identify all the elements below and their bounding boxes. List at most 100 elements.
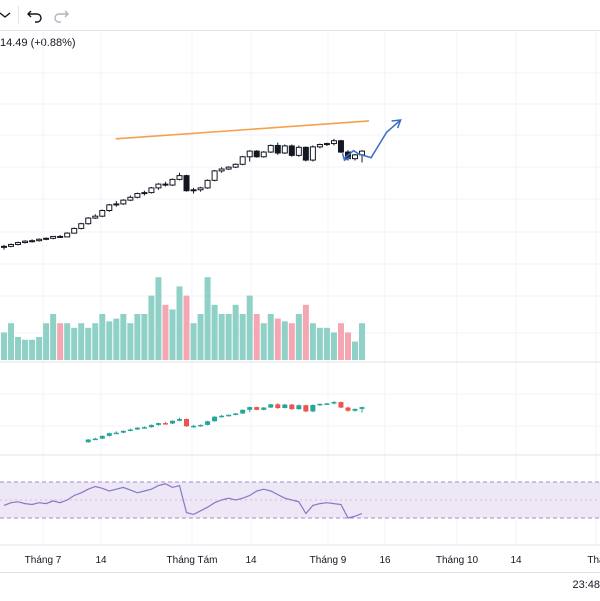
candle-body	[225, 166, 232, 170]
volume-bar	[352, 341, 358, 360]
volume-bar	[71, 327, 78, 360]
mini-candle-body	[275, 404, 281, 408]
candle-body	[246, 150, 253, 158]
volume-bar	[288, 323, 295, 360]
candle-body	[316, 144, 323, 148]
drawing-tools	[115, 119, 402, 162]
candle-body	[323, 143, 330, 146]
rsi-pane	[3, 483, 363, 519]
chevron-down-icon[interactable]	[0, 6, 18, 24]
mini-candle-body	[296, 405, 302, 410]
volume-bar	[176, 286, 183, 360]
volume-bar	[239, 314, 246, 360]
volume-bar	[15, 337, 22, 360]
volume-bar	[127, 323, 134, 360]
mini-candle-body	[247, 407, 253, 410]
candle-body	[113, 203, 120, 206]
mini-candle-body	[134, 427, 140, 430]
candle-body	[36, 238, 43, 242]
volume-bar	[1, 332, 7, 360]
undo-icon[interactable]	[26, 6, 44, 24]
candle-body	[1, 245, 7, 248]
mini-candle-body	[303, 405, 309, 412]
time-axis-label: Tháng 9	[309, 555, 347, 566]
candle-body	[50, 235, 57, 239]
candle-body	[99, 210, 106, 217]
volume-bar	[64, 323, 71, 360]
projection-start-arrow	[341, 152, 351, 162]
volume-bar	[134, 314, 141, 360]
volume-pane	[1, 277, 366, 360]
candle-body	[330, 140, 337, 145]
mini-candle-body	[317, 403, 323, 406]
mini-candle-body	[282, 404, 288, 408]
rsi-band	[0, 481, 600, 519]
candle-body	[64, 232, 71, 238]
candle-body	[120, 199, 127, 205]
mini-candle-body	[169, 420, 175, 424]
candle-body	[71, 227, 78, 234]
secondary-candles	[85, 401, 365, 443]
mini-candle-body	[338, 402, 344, 408]
volume-bar	[155, 277, 162, 360]
volume-bar	[85, 327, 92, 360]
volume-bar	[183, 295, 190, 360]
price-chart[interactable]	[0, 31, 600, 572]
volume-bar	[57, 323, 64, 360]
volume-bar	[106, 321, 113, 360]
main-candles	[1, 138, 366, 250]
mini-candle-body	[345, 407, 351, 411]
mini-candle-body	[198, 424, 204, 427]
mini-candle-body	[254, 407, 260, 410]
mini-candle-body	[141, 427, 147, 429]
candle-body	[148, 187, 155, 194]
time-axis-label: 14	[245, 555, 257, 566]
volume-bar	[267, 314, 274, 360]
volume-bar	[50, 314, 57, 360]
time-axis-label: 16	[379, 555, 391, 566]
candle-body	[337, 140, 344, 153]
mini-candle-body	[127, 429, 133, 431]
mini-candle-body	[162, 423, 168, 425]
mini-candle-body	[92, 438, 98, 441]
volume-bar	[337, 323, 344, 360]
mini-candle-body	[226, 414, 232, 417]
candle-body	[85, 217, 92, 225]
volume-bar	[225, 314, 232, 360]
volume-bar	[190, 323, 197, 360]
volume-bar	[29, 339, 36, 360]
candle-body	[43, 237, 50, 240]
candle-body	[127, 196, 134, 201]
volume-bar	[330, 332, 337, 360]
volume-bar	[36, 337, 43, 360]
candle-body	[57, 235, 64, 238]
candle-body	[141, 192, 148, 195]
mini-candle-body	[212, 416, 218, 422]
candle-body	[352, 154, 358, 160]
mini-candle-body	[99, 435, 105, 439]
clock-label: 23:48	[572, 579, 600, 591]
mini-candle-body	[359, 407, 365, 409]
mini-candle-body	[155, 423, 161, 425]
mini-candle-body	[205, 421, 211, 425]
volume-bar	[211, 304, 218, 360]
mini-candle-body	[331, 402, 337, 404]
candle-body	[253, 150, 260, 158]
volume-bar	[148, 295, 155, 360]
candle-body	[183, 175, 190, 192]
volume-bar	[316, 327, 323, 360]
candle-body	[267, 144, 274, 153]
candle-body	[260, 151, 267, 158]
time-axis-label: Tháng 7	[24, 555, 62, 566]
volume-bar	[295, 314, 302, 360]
volume-bar	[162, 304, 169, 360]
mini-candle-body	[148, 424, 154, 428]
volume-bar	[302, 304, 309, 360]
volume-bar	[120, 314, 127, 360]
chart-toolbar	[0, 0, 600, 31]
redo-icon[interactable]	[52, 6, 70, 24]
candle-body	[169, 178, 176, 186]
candle-body	[106, 204, 113, 212]
projection-path	[344, 119, 402, 159]
chart-grid	[0, 31, 600, 546]
